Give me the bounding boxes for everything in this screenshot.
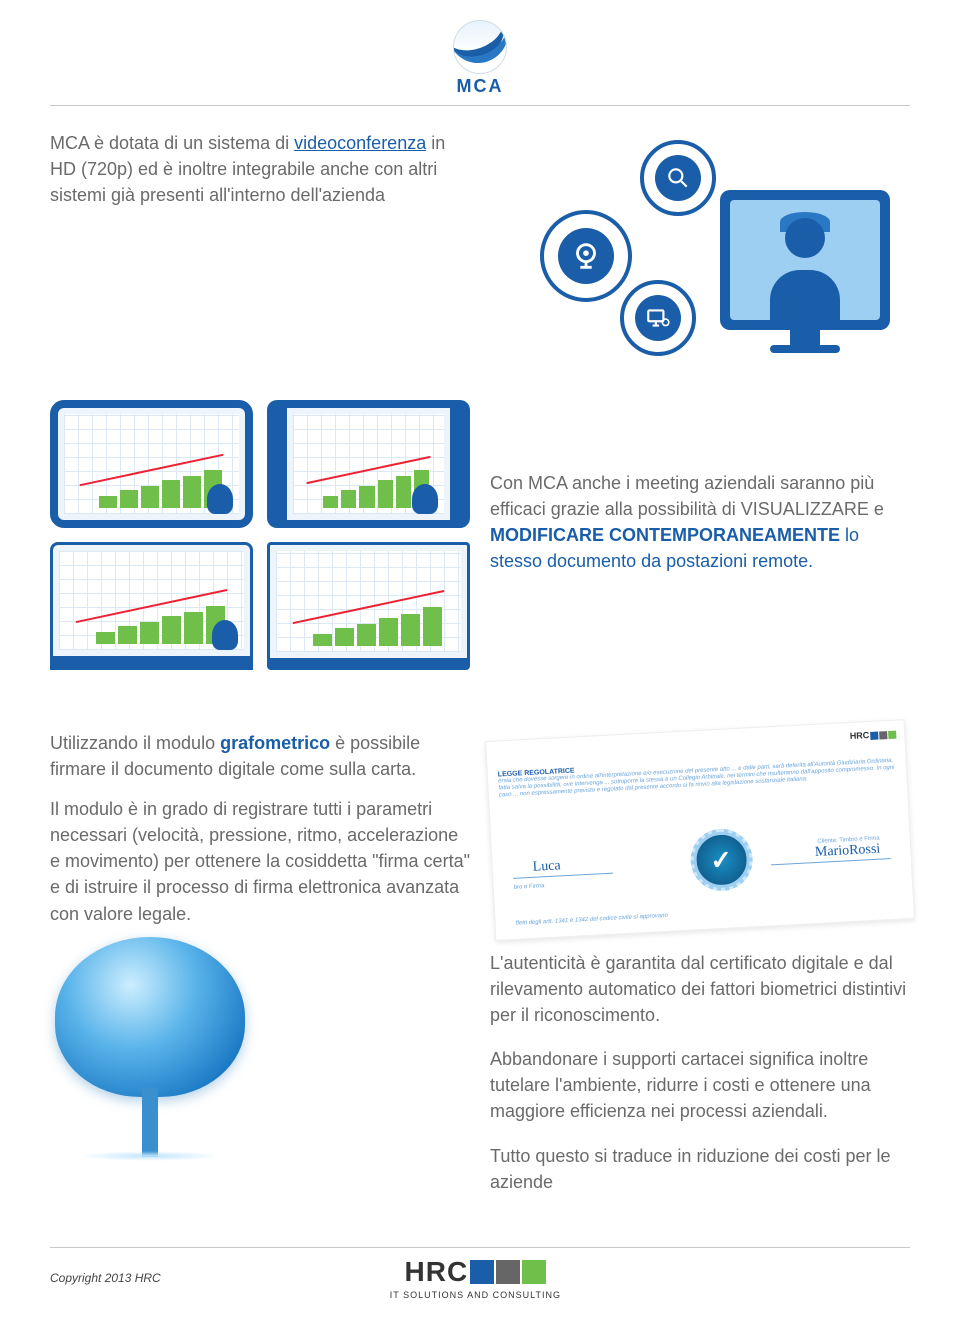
brand-logo-icon	[453, 20, 507, 74]
text: Con MCA anche i meeting aziendali sarann…	[490, 473, 884, 519]
signed-document-illustration: HRC LEGGE REGOLATRICE ersia che dovesse …	[485, 719, 915, 941]
grafometrico-intro: Utilizzando il modulo grafometrico è pos…	[50, 730, 470, 782]
videoconferenza-link[interactable]: videoconferenza	[294, 133, 426, 153]
brand-name: MCA	[50, 76, 910, 97]
videoconf-illustration	[510, 130, 890, 380]
tree-icon	[50, 937, 250, 1157]
hrc-logo: HRC IT SOLUTIONS AND CONSULTING	[390, 1256, 561, 1300]
doc-art-text: ffetti degli artt. 1341 e 1342 del codic…	[515, 913, 668, 927]
grafometrico-detail: Il modulo è in grado di registrare tutti…	[50, 796, 470, 926]
section-grafometrico: Utilizzando il modulo grafometrico è pos…	[50, 730, 910, 1213]
signature-left: Luca	[532, 858, 561, 875]
emphasis: grafometrico	[220, 733, 330, 753]
text: MCA è dotata di un sistema di	[50, 133, 294, 153]
laptop-device-icon	[50, 542, 253, 671]
meeting-paragraph: Con MCA anche i meeting aziendali sarann…	[490, 470, 910, 574]
hrc-badge-small: HRC	[850, 729, 897, 741]
grafometrico-benefits: L'autenticità è garantita dal certificat…	[490, 950, 910, 1195]
webcam-icon	[540, 210, 632, 302]
emphasis: MODIFICARE CONTEMPORANEAMENTE	[490, 525, 840, 545]
brand-header: MCA	[50, 20, 910, 97]
header-rule	[50, 105, 910, 106]
devices-illustration	[50, 400, 470, 670]
phone-device-icon	[267, 400, 470, 528]
para-costs: Tutto questo si traduce in riduzione dei…	[490, 1143, 910, 1195]
para-environment: Abbandonare i supporti cartacei signific…	[490, 1046, 910, 1124]
videoconf-paragraph: MCA è dotata di un sistema di videoconfe…	[50, 130, 470, 208]
label-left: bro e Firma	[514, 883, 545, 891]
page-footer: Copyright 2013 HRC HRC IT SOLUTIONS AND …	[0, 1247, 960, 1300]
tablet-device-icon	[50, 400, 253, 528]
desktop-webcam-icon	[620, 280, 696, 356]
whiteboard-device-icon	[267, 542, 470, 671]
copyright-text: Copyright 2013 HRC	[50, 1271, 161, 1285]
text: Utilizzando il modulo	[50, 733, 220, 753]
section-videoconference: MCA è dotata di un sistema di videoconfe…	[50, 130, 910, 380]
magnify-webcam-icon	[640, 140, 716, 216]
para-authenticity: L'autenticità è garantita dal certificat…	[490, 950, 910, 1028]
section-meeting: Con MCA anche i meeting aziendali sarann…	[50, 400, 910, 670]
certified-badge-icon: ✓	[692, 831, 751, 890]
monitor-avatar-icon	[720, 190, 890, 330]
